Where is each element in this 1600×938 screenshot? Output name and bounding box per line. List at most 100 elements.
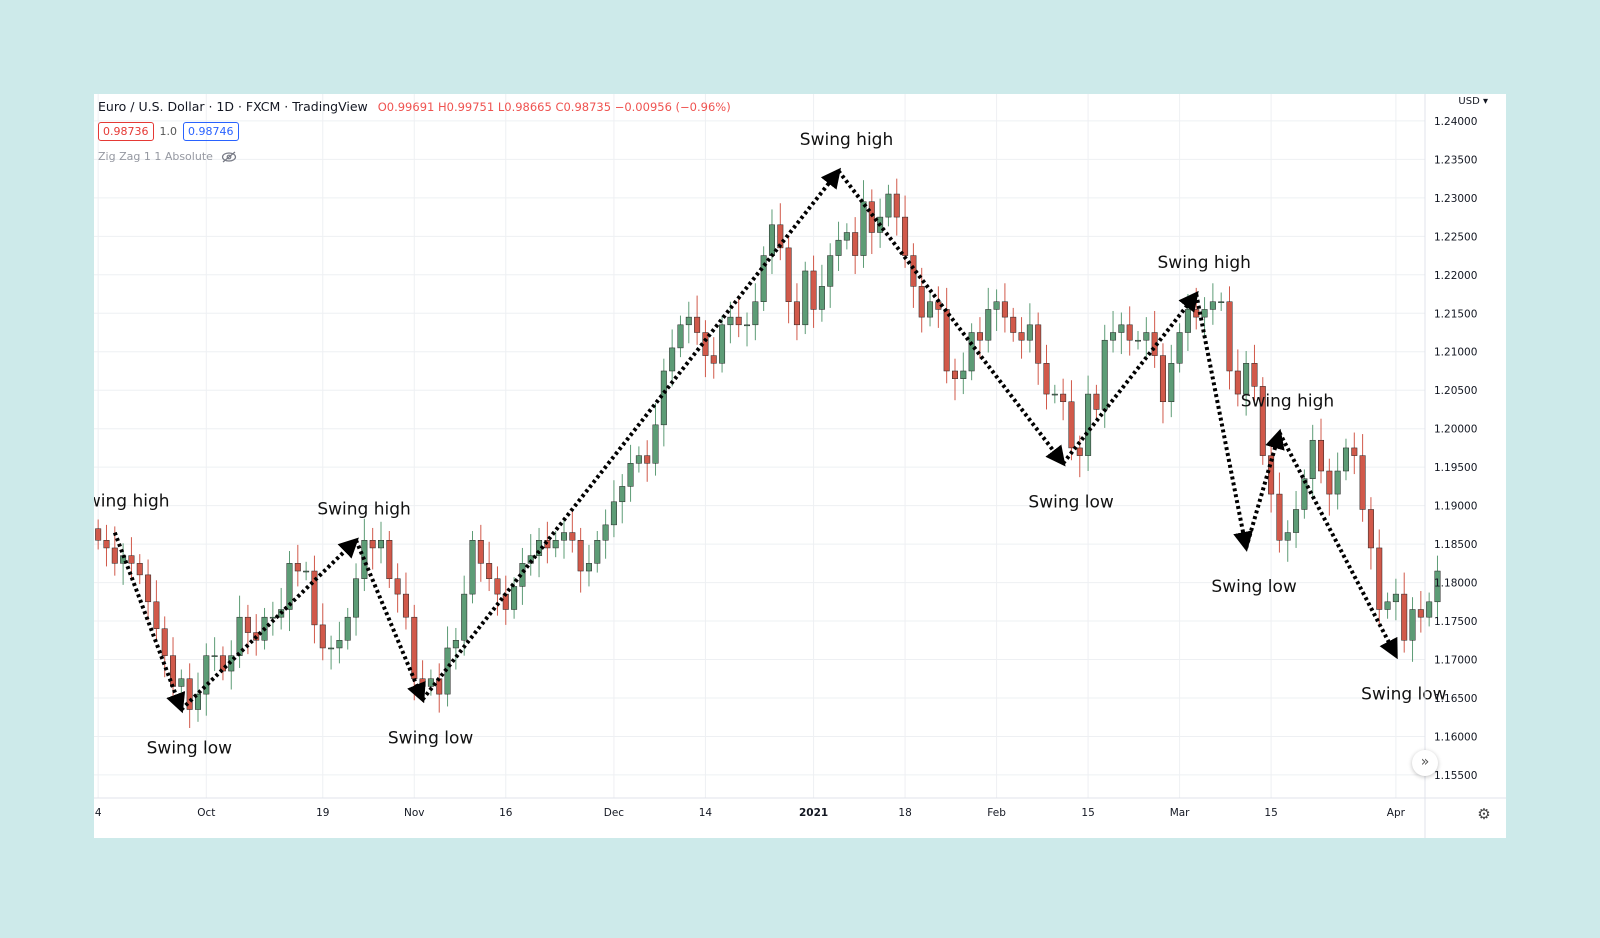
time-tick-label: Nov: [404, 807, 425, 819]
time-tick-label: Apr: [1387, 807, 1406, 819]
swing-high-label: Swing high: [94, 492, 170, 512]
candle-body: [1409, 609, 1416, 641]
candle-body: [286, 563, 293, 610]
price-tick-label: 1.16000: [1434, 731, 1477, 743]
time-tick-label: Dec: [604, 807, 625, 819]
candle-body: [1268, 455, 1275, 495]
candle-body: [893, 193, 900, 218]
candle-body: [128, 555, 135, 564]
symbol-title[interactable]: Euro / U.S. Dollar · 1D · FXCM · Trading…: [98, 99, 368, 114]
candle-body: [1001, 301, 1008, 318]
time-tick-label: Mar: [1170, 807, 1190, 819]
candle-body: [153, 601, 160, 629]
candle-body: [1068, 401, 1075, 449]
candle-body: [1176, 332, 1183, 364]
candle-body: [768, 224, 775, 256]
candle-body: [194, 693, 201, 710]
candle-body: [744, 324, 751, 327]
currency-label: USD: [1458, 96, 1480, 107]
candle-body: [669, 347, 676, 372]
candle-body: [577, 540, 584, 572]
scroll-to-realtime-button[interactable]: »: [1412, 750, 1438, 776]
candle-body: [1309, 439, 1316, 479]
candle-body: [1201, 309, 1208, 318]
candle-body: [1401, 593, 1408, 641]
candle-body: [985, 309, 992, 341]
candle-body: [1226, 301, 1233, 372]
candle-body: [793, 301, 800, 326]
candle-body: [353, 578, 360, 618]
candle-body: [1359, 455, 1366, 510]
price-tick-label: 1.20500: [1434, 385, 1477, 397]
price-tick-label: 1.23500: [1434, 154, 1477, 166]
sell-price-button[interactable]: 0.98736: [98, 122, 154, 141]
time-axis: 4 Oct 19 Nov 16 Dec 14 2021 18 Feb 15 Mar 15 Apr: [95, 807, 1406, 819]
chart-panel: Swing high Swing low Swing high Swing low Sw…: [94, 94, 1506, 838]
price-chart[interactable]: Swing high Swing low Swing high Swing low Sw…: [94, 94, 1506, 838]
swing-labels: Swing high Swing low Swing high Swing low Sw…: [94, 130, 1447, 759]
candle-body: [818, 286, 825, 310]
candle-body: [1284, 532, 1291, 541]
candle-body: [852, 232, 859, 256]
gear-icon[interactable]: ⚙: [1477, 805, 1491, 823]
candle-body: [1209, 301, 1216, 310]
candle-body: [727, 316, 734, 326]
candle-body: [1234, 370, 1241, 395]
candle-body: [1259, 386, 1266, 456]
candle-body: [644, 455, 651, 464]
candle-body: [170, 655, 177, 687]
symbol-header: Euro / U.S. Dollar · 1D · FXCM · Trading…: [98, 99, 731, 114]
candle-body: [785, 247, 792, 302]
time-tick-label: 15: [1081, 807, 1094, 819]
indicator-legend[interactable]: Zig Zag 1 1 Absolute: [98, 150, 237, 163]
candle-body: [394, 578, 401, 595]
swing-high-label: Swing high: [1241, 392, 1334, 412]
candle-body: [1342, 447, 1349, 472]
candle-body: [1218, 301, 1225, 303]
candle-body: [427, 678, 434, 687]
price-tick-label: 1.23000: [1434, 193, 1477, 205]
candle-body: [552, 540, 559, 549]
candle-body: [927, 301, 934, 318]
candle-body: [1085, 393, 1092, 456]
candle-body: [993, 301, 1000, 310]
candle-body: [203, 655, 210, 695]
eye-crossed-icon[interactable]: [221, 151, 237, 163]
price-axis: 1.15500 1.16000 1.16500 1.17000 1.17500 1.180…: [1434, 116, 1477, 782]
time-tick-label: Oct: [197, 807, 215, 819]
candle-body: [1367, 509, 1374, 549]
price-tick-label: 1.16500: [1434, 693, 1477, 705]
price-tick-label: 1.18000: [1434, 578, 1477, 590]
zigzag-segment: [1194, 293, 1253, 552]
candle-body: [411, 616, 418, 679]
buy-price-button[interactable]: 0.98746: [183, 122, 239, 141]
zigzag-lines: [112, 167, 1398, 714]
swing-low-label: Swing low: [388, 729, 474, 749]
candle-body: [960, 370, 967, 379]
candle-body: [1392, 593, 1399, 603]
candle-body: [111, 547, 118, 564]
price-tick-label: 1.19000: [1434, 501, 1477, 513]
candle-body: [311, 570, 318, 626]
price-tick-label: 1.18500: [1434, 539, 1477, 551]
candle-body: [610, 501, 617, 526]
candle-body: [652, 424, 659, 464]
candle-body: [694, 316, 701, 333]
zigzag-segment: [836, 169, 1066, 467]
candle-body: [1351, 447, 1358, 456]
grid-lines: [94, 94, 1425, 798]
candle-body: [1243, 363, 1250, 395]
zigzag-segment: [179, 537, 359, 711]
time-tick-label: Feb: [987, 807, 1006, 819]
zigzag-segment: [354, 539, 426, 704]
candle-body: [860, 201, 867, 256]
price-tick-label: 1.21000: [1434, 347, 1477, 359]
ohlc-values: O0.99691 H0.99751 L0.98665 C0.98735 −0.0…: [377, 100, 731, 114]
candle-body: [452, 640, 459, 649]
price-tick-label: 1.21500: [1434, 308, 1477, 320]
candle-body: [843, 232, 850, 241]
candle-body: [976, 332, 983, 341]
candle-body: [585, 563, 592, 572]
currency-selector[interactable]: USD ▾: [1458, 96, 1488, 107]
time-tick-label: 15: [1264, 807, 1277, 819]
